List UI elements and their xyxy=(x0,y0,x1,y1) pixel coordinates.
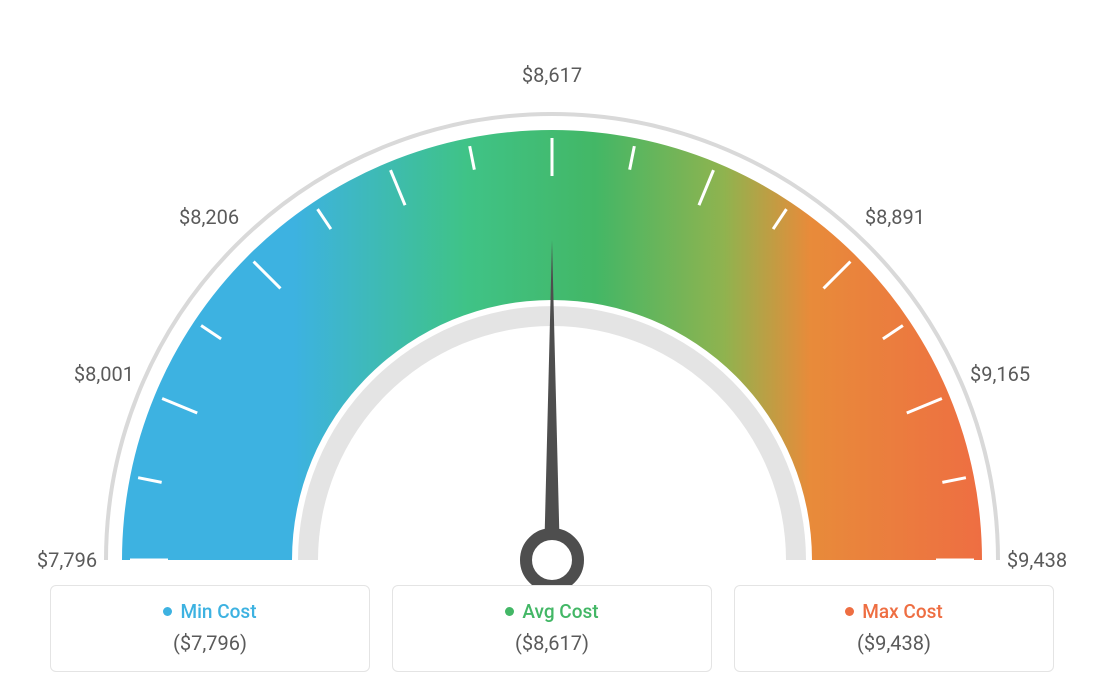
legend-row: Min Cost ($7,796) Avg Cost ($8,617) Max Cost… xyxy=(0,585,1104,672)
gauge-chart-container: $7,796 $8,001 $8,206 $8,617 $8,891 $9,165 $9,4… xyxy=(0,0,1104,690)
legend-label: Max Cost xyxy=(745,600,1043,623)
gauge-tick-label: $7,796 xyxy=(37,548,97,572)
legend-dot-icon xyxy=(505,607,514,616)
needle-hub xyxy=(526,534,578,586)
legend-label-text: Avg Cost xyxy=(522,600,598,623)
gauge-tick-label: $8,891 xyxy=(865,205,925,229)
legend-label-text: Min Cost xyxy=(180,600,256,623)
legend-value: ($7,796) xyxy=(61,631,359,655)
legend-label: Avg Cost xyxy=(403,600,701,623)
gauge-tick-label: $9,438 xyxy=(1007,548,1067,572)
gauge-tick-label: $9,165 xyxy=(970,362,1030,386)
legend-value: ($8,617) xyxy=(403,631,701,655)
legend-value: ($9,438) xyxy=(745,631,1043,655)
legend-label-text: Max Cost xyxy=(862,600,942,623)
legend-card-max-cost: Max Cost ($9,438) xyxy=(734,585,1054,672)
legend-label: Min Cost xyxy=(61,600,359,623)
legend-dot-icon xyxy=(845,607,854,616)
legend-dot-icon xyxy=(163,607,172,616)
legend-card-min-cost: Min Cost ($7,796) xyxy=(50,585,370,672)
legend-card-avg-cost: Avg Cost ($8,617) xyxy=(392,585,712,672)
gauge-tick-label: $8,617 xyxy=(522,63,582,87)
gauge-tick-label: $8,001 xyxy=(74,362,134,386)
gauge-tick-label: $8,206 xyxy=(179,205,239,229)
gauge-area: $7,796 $8,001 $8,206 $8,617 $8,891 $9,165 $9,4… xyxy=(0,0,1104,570)
gauge-svg xyxy=(0,0,1104,590)
